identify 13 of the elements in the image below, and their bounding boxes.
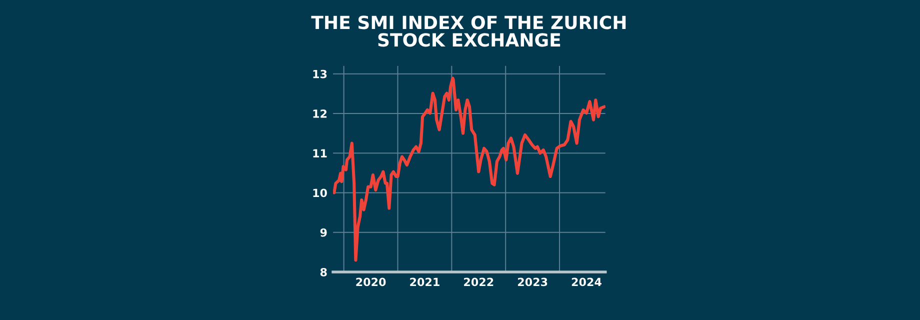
x-tick-label: 2020: [356, 278, 386, 286]
x-tick-label: 2024: [572, 278, 602, 286]
y-tick-label: 13: [313, 70, 327, 78]
y-tick-label: 10: [313, 188, 327, 198]
x-tick-label: 2023: [518, 278, 548, 286]
y-tick-label: 11: [313, 149, 327, 158]
line-series: [333, 76, 606, 262]
y-tick-label: 9: [320, 228, 327, 237]
y-tick-label: 8: [320, 268, 327, 276]
y-tick-label: 12: [313, 109, 327, 118]
chart-title: THE SMI INDEX OF THE ZURICH STOCK EXCHANGE: [311, 16, 626, 47]
x-tick-label: 2022: [464, 278, 494, 286]
x-tick-label: 2021: [410, 278, 440, 286]
